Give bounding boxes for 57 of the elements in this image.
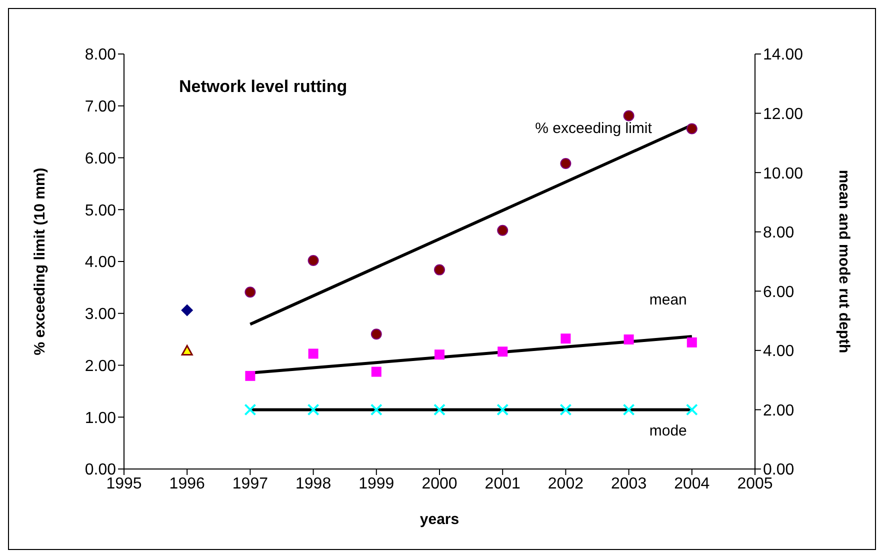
x-tick-label: 2003: [611, 475, 647, 492]
point: [308, 348, 318, 359]
point: [434, 350, 444, 360]
point: [370, 404, 382, 416]
point: [370, 328, 382, 340]
x-tick-label: 2004: [674, 475, 710, 492]
point: [560, 158, 572, 169]
y2-axis-title: mean and mode rut depth: [836, 170, 853, 354]
y-tick-label: 5.00: [84, 202, 116, 220]
point: [371, 366, 382, 377]
point: [622, 404, 635, 416]
x-tick-label: 2001: [484, 475, 520, 492]
x-tick-label: 1997: [232, 475, 268, 492]
point: [434, 404, 446, 416]
y2-tick-label: 14.00: [763, 46, 804, 64]
x-tick-label: 2002: [548, 475, 584, 492]
point: [307, 404, 320, 416]
point: [560, 404, 572, 416]
series-label: % exceeding limit: [535, 120, 653, 138]
point: [181, 304, 194, 316]
y-tick-label: 4.00: [84, 254, 116, 272]
point: [244, 404, 256, 416]
point: [623, 110, 634, 122]
point: [686, 337, 697, 348]
point: [560, 334, 571, 344]
point: [308, 254, 319, 266]
point: [624, 334, 634, 344]
x-tick-label: 1998: [296, 475, 332, 492]
text: Network level rutting: [179, 77, 348, 97]
y2-tick-label: 8.00: [763, 224, 794, 242]
y-tick-label: 1.00: [84, 410, 116, 427]
y-tick-label: 2.00: [84, 358, 116, 375]
y-tick-label: 7.00: [84, 98, 116, 116]
x-axis-title: years: [420, 511, 460, 528]
y2-tick-label: 6.00: [763, 284, 794, 301]
point: [181, 344, 193, 356]
series-label: mode: [649, 422, 687, 440]
point: [496, 404, 509, 416]
point: [245, 370, 256, 381]
point: [686, 123, 698, 134]
y-tick-label: 8.00: [84, 46, 116, 64]
point: [244, 286, 256, 298]
point: [497, 224, 508, 236]
x-tick-label: 1999: [358, 475, 394, 492]
y2-tick-label: 2.00: [763, 402, 794, 420]
y2-tick-label: 10.00: [763, 165, 804, 182]
y-axis-title: % exceeding limit (10 mm): [31, 168, 48, 356]
y2-tick-label: 12.00: [763, 106, 804, 123]
y2-tick-label: 4.00: [763, 343, 794, 360]
point: [434, 264, 445, 276]
y-tick-label: 6.00: [84, 150, 116, 168]
y-tick-label: 3.00: [84, 306, 116, 324]
point: [498, 346, 508, 357]
x-tick-label: 1996: [169, 475, 205, 492]
series-label: mean: [649, 291, 687, 308]
point: [686, 404, 698, 416]
x-tick-label: 2000: [422, 475, 458, 492]
